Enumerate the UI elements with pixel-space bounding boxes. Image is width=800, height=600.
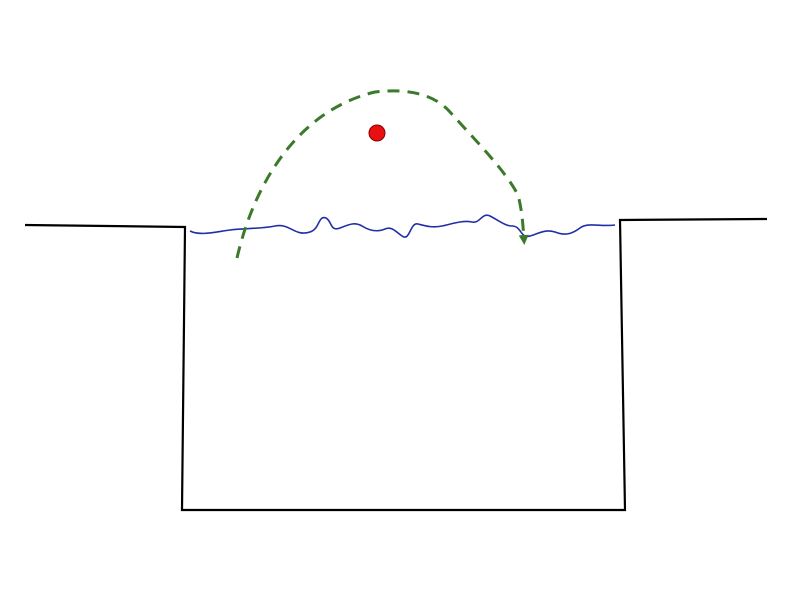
water-surface: [189, 214, 616, 238]
ball: [368, 124, 386, 142]
pit-outline: [24, 217, 768, 512]
trajectory-arrow: [235, 89, 529, 259]
